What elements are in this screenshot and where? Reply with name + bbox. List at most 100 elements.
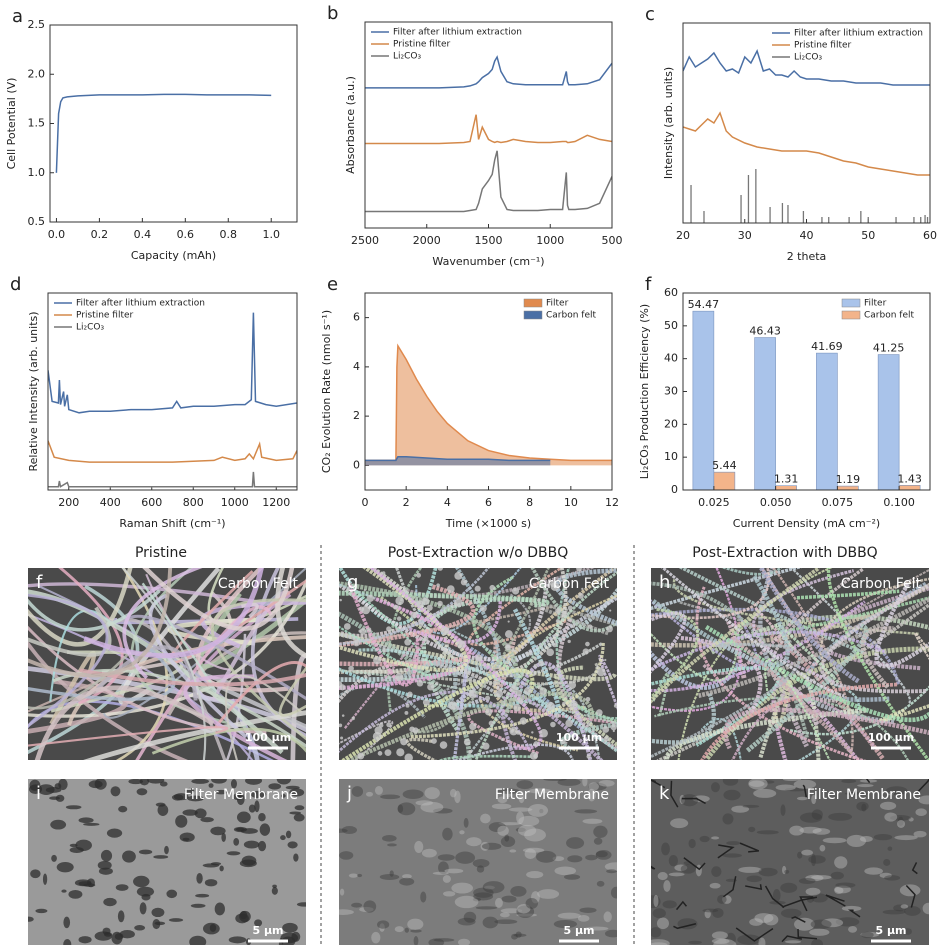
deposit bbox=[552, 642, 557, 648]
pore bbox=[656, 917, 669, 930]
pore bbox=[554, 866, 577, 876]
pore bbox=[210, 826, 226, 836]
bar bbox=[877, 354, 900, 490]
pore bbox=[397, 802, 416, 816]
pore bbox=[497, 796, 508, 804]
deposit bbox=[409, 726, 415, 733]
pore bbox=[139, 902, 147, 915]
legend-label: Li₂CO₃ bbox=[794, 53, 822, 63]
fiber bbox=[474, 571, 617, 760]
crack bbox=[797, 928, 818, 940]
fiber bbox=[339, 587, 439, 678]
pore bbox=[472, 858, 490, 868]
pore bbox=[51, 854, 57, 862]
pore bbox=[78, 817, 94, 824]
fiber bbox=[500, 693, 604, 760]
pore bbox=[758, 937, 766, 945]
panel-letter: j bbox=[346, 783, 352, 804]
pore bbox=[499, 912, 510, 918]
deposit bbox=[533, 753, 538, 759]
fiber bbox=[677, 568, 833, 760]
panel-letter: a bbox=[12, 6, 23, 27]
pore bbox=[351, 786, 364, 797]
pore bbox=[437, 854, 455, 861]
scale-label: 100 µm bbox=[245, 731, 291, 744]
fiber bbox=[651, 568, 802, 611]
deposit bbox=[532, 673, 536, 677]
y-tick-label: 40 bbox=[664, 352, 678, 365]
pore bbox=[239, 859, 257, 868]
legend-label: Carbon felt bbox=[864, 311, 914, 321]
pore bbox=[513, 933, 527, 937]
deposit bbox=[533, 663, 538, 668]
fiber bbox=[530, 568, 617, 633]
deposit bbox=[426, 604, 433, 611]
x-tick-label: 12 bbox=[605, 496, 619, 509]
pore bbox=[528, 788, 552, 794]
deposit bbox=[534, 712, 539, 717]
deposit bbox=[479, 604, 487, 612]
fiber bbox=[67, 635, 306, 726]
legend-label: Li₂CO₃ bbox=[76, 323, 104, 333]
crack bbox=[865, 779, 871, 784]
line bbox=[365, 55, 612, 89]
pore bbox=[204, 879, 218, 887]
pore bbox=[428, 938, 445, 945]
fiber bbox=[415, 568, 550, 734]
y-axis-label: Relative Intensity (arb. units) bbox=[27, 311, 40, 471]
x-tick-label: 0.4 bbox=[134, 228, 152, 241]
data-label: 54.47 bbox=[688, 298, 720, 311]
pore bbox=[271, 887, 278, 895]
deposit bbox=[582, 648, 589, 655]
sem-bg bbox=[339, 779, 617, 945]
pore bbox=[908, 817, 914, 822]
deposit bbox=[468, 749, 473, 754]
deposit bbox=[400, 738, 408, 746]
pore bbox=[810, 919, 832, 930]
pore bbox=[662, 900, 677, 909]
deposit bbox=[423, 636, 429, 642]
pore bbox=[782, 865, 787, 875]
deposit bbox=[463, 738, 471, 746]
pore bbox=[494, 919, 518, 925]
pore bbox=[221, 832, 226, 842]
pore bbox=[749, 780, 765, 787]
pore bbox=[524, 848, 537, 860]
pore bbox=[459, 830, 465, 835]
line bbox=[683, 111, 930, 176]
deposit bbox=[510, 684, 518, 693]
pore bbox=[922, 902, 929, 915]
pore bbox=[457, 938, 471, 945]
legend-label: Filter after lithium extraction bbox=[393, 28, 522, 38]
crack bbox=[825, 894, 846, 907]
deposit bbox=[363, 589, 366, 592]
pore bbox=[83, 822, 100, 826]
y-tick-label: 2.0 bbox=[28, 67, 46, 80]
pore bbox=[296, 902, 306, 907]
deposit bbox=[603, 736, 610, 742]
x-axis-label: Capacity (mAh) bbox=[131, 249, 216, 262]
pore bbox=[339, 909, 354, 915]
pore bbox=[69, 847, 84, 854]
legend-label: Pristine filter bbox=[76, 311, 134, 321]
deposit bbox=[366, 594, 374, 602]
fiber bbox=[357, 648, 617, 754]
deposit bbox=[351, 716, 355, 721]
crack bbox=[802, 784, 807, 798]
pore bbox=[799, 812, 823, 823]
pore bbox=[595, 850, 612, 860]
data-label: 41.69 bbox=[811, 340, 843, 353]
pore bbox=[455, 851, 476, 864]
pore bbox=[287, 841, 298, 849]
pore bbox=[784, 940, 802, 944]
fiber bbox=[452, 659, 469, 760]
x-axis-label: Time (×1000 s) bbox=[445, 517, 531, 530]
pore bbox=[763, 914, 779, 926]
pore bbox=[454, 895, 479, 909]
pore bbox=[351, 902, 363, 908]
pore bbox=[663, 880, 671, 892]
pore bbox=[359, 906, 374, 913]
y-tick-label: 6 bbox=[353, 311, 360, 324]
deposit bbox=[348, 665, 354, 672]
pore bbox=[670, 818, 689, 829]
